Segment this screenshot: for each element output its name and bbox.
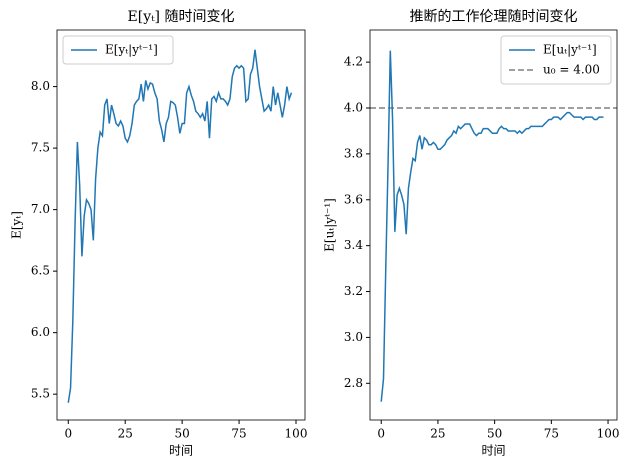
y-tick-label: 3.0 — [344, 330, 363, 344]
y-tick-label: 3.4 — [344, 238, 363, 252]
axes-frame — [369, 29, 618, 421]
chart-title: E[yₜ] 随时间变化 — [128, 9, 235, 25]
y-tick-label: 3.6 — [344, 192, 363, 206]
x-tick-label: 75 — [231, 427, 246, 441]
x-tick-label: 0 — [64, 427, 72, 441]
x-axis-label: 时间 — [481, 444, 505, 458]
y-tick-label: 5.5 — [31, 387, 50, 401]
x-tick-label: 50 — [174, 427, 189, 441]
x-tick-label: 25 — [430, 427, 445, 441]
legend-box — [500, 35, 612, 85]
x-tick-label: 50 — [487, 427, 502, 441]
y-tick-label: 4.2 — [344, 55, 363, 69]
axes-frame — [56, 29, 306, 421]
legend-box — [62, 35, 174, 65]
x-tick-label: 0 — [377, 427, 385, 441]
data-line — [380, 50, 604, 402]
y-tick-label: 2.8 — [344, 376, 363, 390]
legend-label: u₀ = 4.00 — [543, 63, 600, 77]
y-tick-label: 4.0 — [344, 101, 363, 115]
legend-label: E[yₜ|yᵗ⁻¹] — [105, 43, 158, 57]
y-tick-label: 6.5 — [31, 264, 50, 278]
x-axis-label: 时间 — [169, 444, 193, 458]
legend-label: E[uₜ|yᵗ⁻¹] — [543, 43, 597, 57]
data-line — [67, 49, 293, 403]
x-tick-label: 100 — [285, 427, 308, 441]
y-axis-label: E[yₜ] — [10, 211, 24, 239]
y-tick-label: 3.2 — [344, 284, 363, 298]
x-tick-label: 25 — [118, 427, 133, 441]
x-tick-label: 75 — [544, 427, 559, 441]
y-tick-label: 6.0 — [31, 325, 50, 339]
y-tick-label: 3.8 — [344, 146, 363, 160]
y-axis-label: E[uₜ|yᵗ⁻¹] — [323, 198, 337, 252]
y-tick-label: 8.0 — [31, 79, 50, 93]
y-tick-label: 7.0 — [31, 202, 50, 216]
x-tick-label: 100 — [597, 427, 620, 441]
y-tick-label: 7.5 — [31, 141, 50, 155]
chart-title: 推断的工作伦理随时间变化 — [410, 9, 578, 25]
